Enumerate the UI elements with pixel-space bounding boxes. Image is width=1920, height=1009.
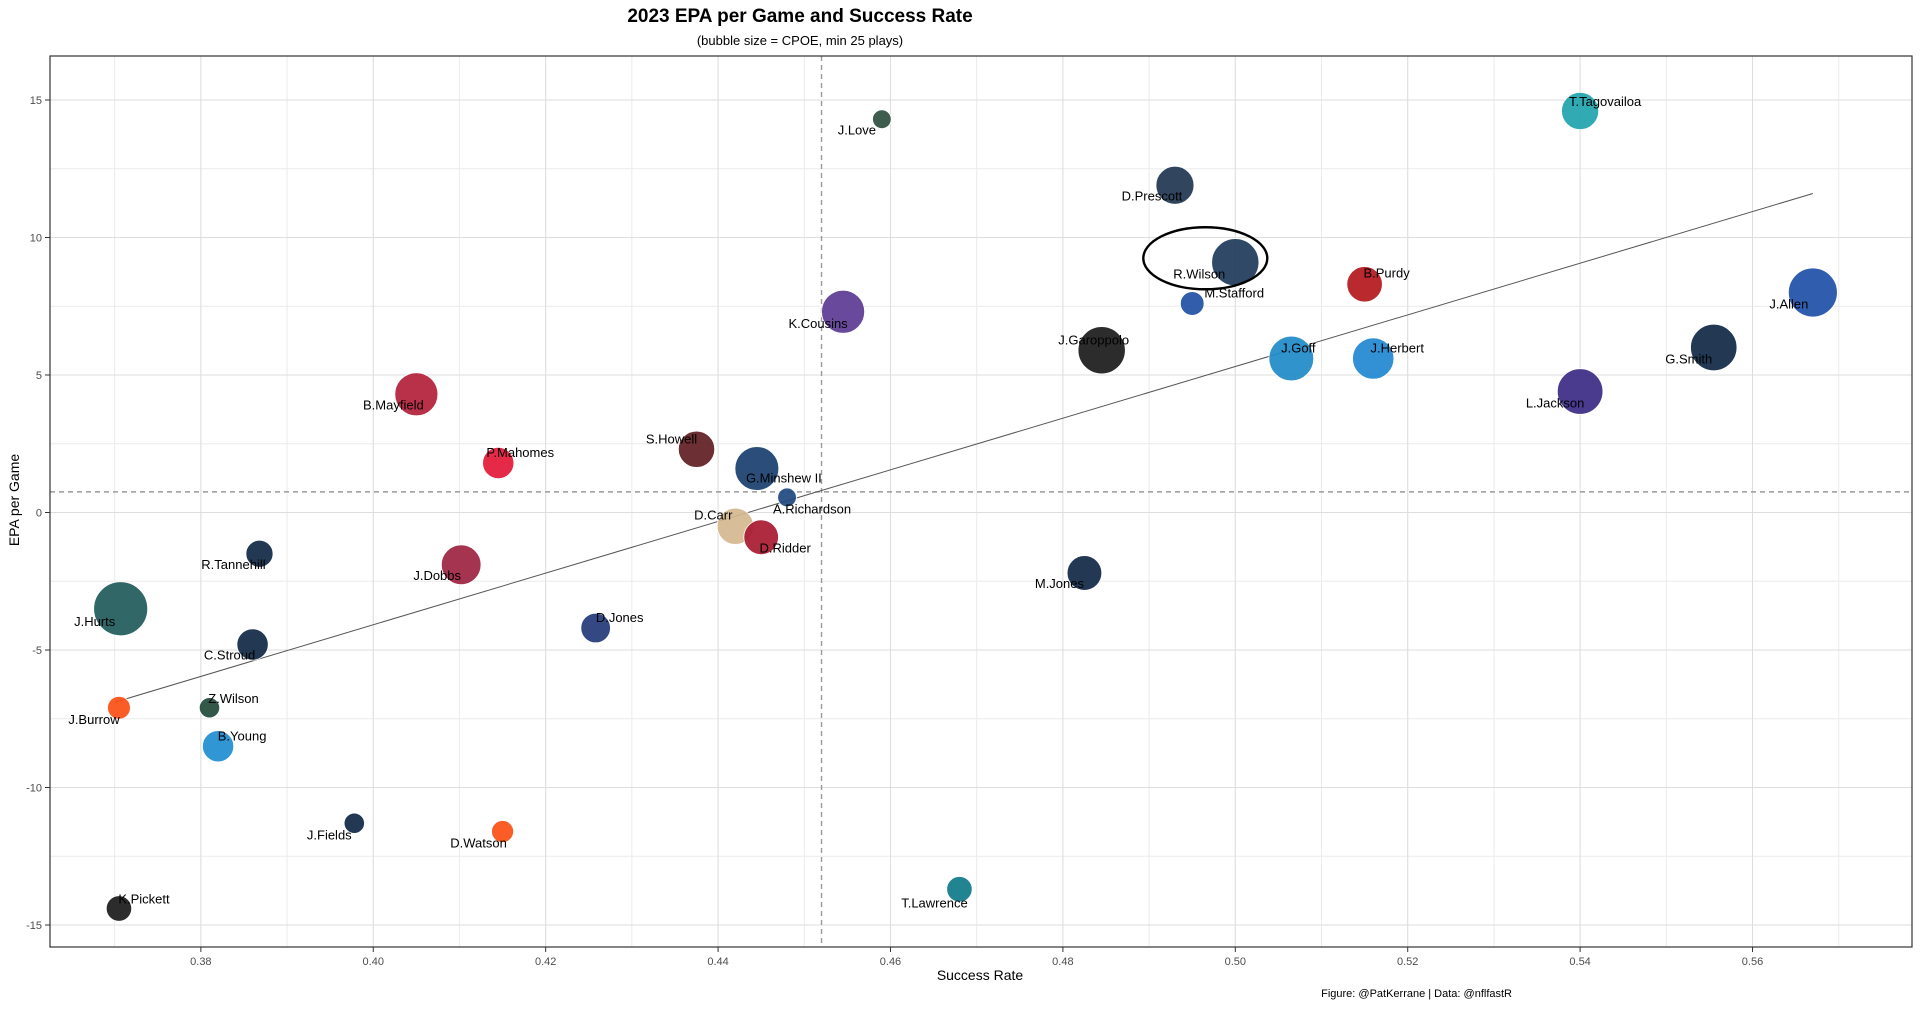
data-point bbox=[491, 820, 515, 843]
data-point bbox=[394, 372, 439, 417]
data-point bbox=[1179, 291, 1205, 316]
point-label: B.Young bbox=[218, 728, 267, 743]
point-label: J.Hurts bbox=[74, 614, 116, 629]
data-point bbox=[1346, 266, 1383, 303]
y-tick-label: 10 bbox=[30, 233, 42, 245]
x-tick-label: 0.52 bbox=[1397, 956, 1418, 968]
data-point bbox=[734, 446, 780, 491]
data-point bbox=[1556, 368, 1604, 415]
x-tick-label: 0.38 bbox=[190, 956, 211, 968]
x-tick-label: 0.56 bbox=[1742, 956, 1763, 968]
x-tick-label: 0.40 bbox=[363, 956, 384, 968]
point-label: Z.Wilson bbox=[208, 691, 259, 706]
data-point bbox=[1077, 326, 1126, 375]
data-point bbox=[105, 895, 133, 922]
y-tick-label: -10 bbox=[26, 783, 42, 795]
point-label: A.Richardson bbox=[773, 501, 851, 516]
data-point bbox=[245, 539, 274, 568]
point-label: J.Herbert bbox=[1370, 341, 1424, 356]
point-label: K.Pickett bbox=[118, 892, 170, 907]
point-label: J.Burrow bbox=[68, 712, 120, 727]
point-label: T.Lawrence bbox=[901, 895, 967, 910]
point-label: R.Wilson bbox=[1173, 266, 1225, 281]
point-label: J.Goff bbox=[1281, 341, 1316, 356]
data-point bbox=[743, 519, 779, 555]
data-point bbox=[107, 695, 131, 720]
data-point bbox=[482, 446, 515, 480]
point-label: B.Mayfield bbox=[363, 397, 424, 412]
point-label: J.Dobbs bbox=[413, 568, 461, 583]
y-tick-label: 0 bbox=[36, 508, 42, 520]
data-point bbox=[236, 628, 269, 661]
point-label: J.Fields bbox=[307, 827, 352, 842]
point-label: G.Smith bbox=[1665, 352, 1712, 367]
y-tick-label: -15 bbox=[26, 920, 42, 932]
x-tick-label: 0.54 bbox=[1569, 956, 1590, 968]
point-label: D.Watson bbox=[450, 836, 507, 851]
data-point bbox=[1352, 337, 1395, 380]
point-label: D.Ridder bbox=[760, 540, 812, 555]
point-label: M.Stafford bbox=[1204, 286, 1264, 301]
data-point bbox=[821, 289, 866, 334]
data-point bbox=[343, 812, 365, 834]
grid-layer bbox=[50, 56, 1912, 947]
point-label: J.Garoppolo bbox=[1058, 332, 1129, 347]
data-point bbox=[1066, 555, 1103, 591]
data-point bbox=[1561, 92, 1600, 131]
data-point bbox=[580, 612, 611, 644]
y-axis-title: EPA per Game bbox=[6, 454, 22, 547]
data-point bbox=[202, 730, 235, 763]
data-point bbox=[1268, 335, 1315, 382]
x-tick-label: 0.42 bbox=[535, 956, 556, 968]
reference-lines bbox=[50, 56, 1912, 947]
x-tick-label: 0.46 bbox=[880, 956, 901, 968]
data-point bbox=[198, 697, 221, 719]
chart-title: 2023 EPA per Game and Success Rate bbox=[627, 6, 973, 27]
x-tick-label: 0.48 bbox=[1052, 956, 1073, 968]
x-tick-label: 0.44 bbox=[707, 956, 728, 968]
figure-caption: Figure: @PatKerrane | Data: @nflfastR bbox=[1321, 988, 1512, 1000]
point-label: D.Jones bbox=[596, 610, 644, 625]
data-point bbox=[872, 109, 892, 130]
x-tick-label: 0.50 bbox=[1225, 956, 1246, 968]
point-label: J.Allen bbox=[1769, 297, 1808, 312]
point-label: D.Carr bbox=[694, 507, 733, 522]
data-point bbox=[1787, 267, 1838, 318]
y-tick-label: 5 bbox=[36, 370, 42, 382]
data-point bbox=[677, 430, 716, 468]
point-label: P.Mahomes bbox=[486, 445, 554, 460]
point-label: C.Stroud bbox=[204, 648, 255, 663]
point-label: G.Minshew II bbox=[746, 471, 822, 486]
point-label: L.Jackson bbox=[1526, 396, 1585, 411]
point-label: J.Love bbox=[838, 122, 876, 137]
data-point bbox=[1155, 165, 1195, 205]
data-point bbox=[1690, 323, 1738, 372]
data-point bbox=[946, 876, 973, 903]
y-tick-label: -5 bbox=[32, 645, 42, 657]
point-label: M.Jones bbox=[1035, 576, 1085, 591]
trend-line-layer bbox=[114, 193, 1814, 703]
chart-subtitle: (bubble size = CPOE, min 25 plays) bbox=[696, 33, 904, 48]
axis-layer: 0.38 0.40 0.42 0.44 0.46 0.48 0.50 0.52 0.54 0.56… bbox=[26, 55, 1913, 968]
point-label: D.Prescott bbox=[1122, 188, 1183, 203]
point-label: T.Tagovailoa bbox=[1569, 94, 1642, 109]
point-label: K.Cousins bbox=[788, 316, 848, 331]
panel-border bbox=[49, 55, 1913, 948]
point-label: R.Tannehill bbox=[201, 557, 265, 572]
labels-layer: T.Tagovailoa J.Love D.Prescott R.Wilson B.Pu… bbox=[68, 94, 1808, 910]
data-point bbox=[440, 544, 482, 586]
y-tick-label: 15 bbox=[30, 95, 42, 107]
data-point bbox=[777, 487, 797, 508]
data-point bbox=[93, 581, 149, 637]
point-label: S.Howell bbox=[646, 431, 697, 446]
point-label: B.Purdy bbox=[1363, 265, 1410, 280]
trend-line bbox=[114, 193, 1814, 703]
x-axis-title: Success Rate bbox=[937, 967, 1024, 983]
points-layer bbox=[93, 92, 1838, 922]
highlight-ellipse bbox=[1142, 226, 1269, 291]
